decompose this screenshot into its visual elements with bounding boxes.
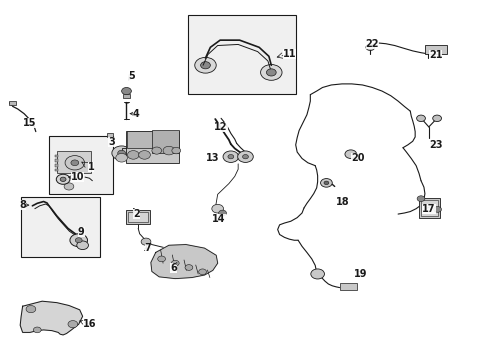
Circle shape [260, 64, 282, 80]
Bar [126, 131, 179, 163]
Circle shape [56, 174, 70, 184]
Circle shape [68, 320, 78, 328]
Bar [49, 136, 113, 194]
Circle shape [266, 69, 276, 76]
Circle shape [416, 115, 425, 122]
Bar [55, 168, 58, 171]
Bar [55, 159, 58, 162]
Circle shape [320, 179, 331, 187]
Bar [9, 101, 16, 105]
Circle shape [171, 147, 180, 154]
Bar [126, 210, 150, 224]
Circle shape [324, 181, 328, 185]
Bar [152, 130, 178, 153]
Bar [127, 131, 157, 148]
Text: 21: 21 [428, 50, 442, 60]
Text: 9: 9 [78, 227, 84, 237]
Text: 17: 17 [421, 204, 435, 215]
Text: 6: 6 [170, 263, 177, 273]
Text: 20: 20 [350, 153, 364, 163]
Bar [55, 164, 58, 167]
Circle shape [60, 177, 66, 181]
Bar [339, 283, 356, 291]
Circle shape [158, 256, 165, 262]
Text: 3: 3 [108, 138, 115, 147]
Circle shape [223, 151, 238, 162]
Circle shape [171, 260, 179, 266]
Circle shape [211, 204, 223, 213]
Circle shape [71, 160, 79, 166]
Circle shape [184, 265, 192, 270]
Text: 13: 13 [205, 153, 219, 163]
Circle shape [64, 183, 74, 190]
Text: 11: 11 [282, 49, 296, 59]
Circle shape [118, 150, 125, 156]
Circle shape [116, 153, 127, 162]
Circle shape [77, 241, 88, 249]
Circle shape [310, 269, 324, 279]
Text: 4: 4 [133, 109, 140, 119]
Text: 7: 7 [144, 243, 151, 253]
Bar [420, 200, 437, 216]
Circle shape [70, 234, 87, 247]
Circle shape [365, 44, 374, 50]
Text: 16: 16 [82, 319, 96, 329]
Bar [418, 198, 439, 218]
Circle shape [227, 154, 233, 159]
Bar [122, 94, 130, 98]
Bar [107, 134, 113, 137]
Circle shape [237, 151, 253, 162]
Polygon shape [20, 301, 82, 335]
Circle shape [127, 150, 139, 159]
Circle shape [26, 306, 36, 313]
Text: 2: 2 [133, 209, 140, 219]
Text: 14: 14 [212, 214, 225, 224]
Circle shape [141, 238, 151, 245]
Circle shape [75, 238, 82, 243]
Circle shape [218, 210, 226, 216]
Polygon shape [151, 244, 217, 279]
Text: 18: 18 [335, 197, 349, 207]
Circle shape [112, 146, 131, 160]
Bar [57, 151, 91, 173]
Circle shape [416, 196, 424, 202]
Text: 15: 15 [23, 118, 37, 128]
Text: 8: 8 [19, 200, 26, 210]
Circle shape [242, 154, 248, 159]
Text: 22: 22 [365, 40, 378, 49]
Bar [128, 212, 148, 222]
Circle shape [122, 87, 131, 95]
Circle shape [433, 207, 441, 212]
Circle shape [194, 57, 216, 73]
Circle shape [33, 327, 41, 333]
Bar [55, 154, 58, 157]
Text: 23: 23 [428, 140, 442, 150]
Bar [424, 45, 446, 54]
Text: 5: 5 [128, 71, 135, 81]
Circle shape [344, 150, 356, 158]
Text: 12: 12 [214, 122, 227, 132]
Circle shape [152, 147, 161, 154]
Circle shape [198, 269, 206, 275]
Text: 19: 19 [353, 269, 366, 279]
Bar [21, 197, 100, 257]
Circle shape [163, 146, 174, 155]
Text: 10: 10 [71, 172, 84, 182]
Bar [188, 15, 295, 94]
Text: 1: 1 [87, 162, 94, 172]
Circle shape [432, 115, 441, 122]
Circle shape [139, 150, 150, 159]
Circle shape [65, 156, 84, 170]
Circle shape [200, 62, 210, 69]
